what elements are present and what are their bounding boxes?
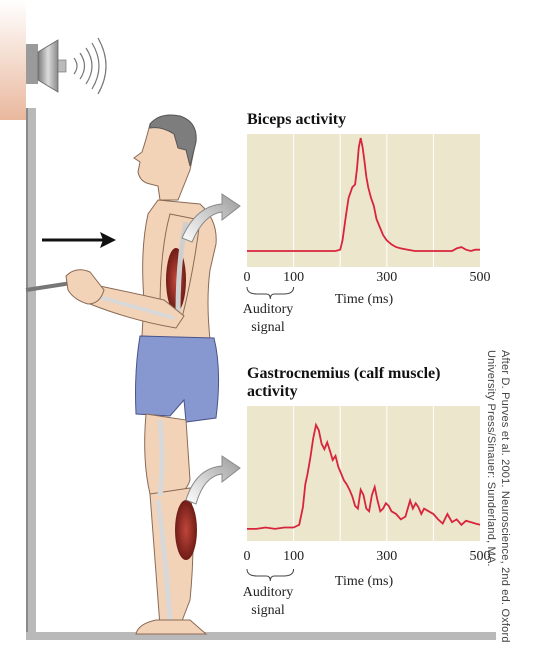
gastrocnemius-plot-title-line1: Gastrocnemius (calf muscle): [247, 365, 440, 382]
figure-credit: After D. Purves et al. 2001. Neuroscienc…: [484, 350, 512, 643]
thigh: [144, 413, 191, 497]
sound-waves-icon: [73, 37, 107, 95]
biceps-x-tick-label: 100: [283, 270, 304, 285]
femur: [157, 419, 165, 497]
biceps-activity-trace: [247, 137, 480, 252]
wall-edge-line: [26, 108, 28, 640]
biceps-x-tick-label: 500: [470, 270, 491, 285]
biceps-x-tick-label: 300: [376, 270, 397, 285]
gastrocnemius-auditory-label-line1: Auditory: [243, 585, 294, 600]
wall: [0, 0, 496, 640]
biceps-auditory-brace: [246, 286, 295, 300]
tibia: [155, 499, 173, 621]
shorts: [135, 335, 220, 423]
biceps-auditory-label-line1: Auditory: [243, 302, 294, 317]
biceps-plot-title: Biceps activity: [247, 111, 346, 128]
wall-upper: [0, 0, 26, 120]
gastrocnemius-plot-background: [247, 406, 480, 541]
foot: [135, 619, 208, 635]
gastrocnemius-plot: Gastrocnemius (calf muscle) activity 0 10…: [243, 365, 491, 618]
hair: [149, 114, 197, 167]
wall-edge: [26, 108, 36, 640]
floor: [26, 632, 496, 640]
biceps-plot-grid: [293, 134, 434, 267]
gastrocnemius-plot-title-line2: activity: [247, 383, 298, 400]
biceps-to-plot-arrow: [181, 193, 241, 243]
biceps-x-axis-title: Time (ms): [335, 292, 394, 307]
calf-muscle: [175, 500, 197, 560]
credit-line-1: After D. Purves et al. 2001. Neuroscienc…: [499, 350, 511, 643]
hand: [65, 269, 105, 305]
gastrocnemius-plot-x-ticks: 0 100 300 500: [244, 549, 491, 564]
biceps-plot: Biceps activity 0 100 300 500 Auditory sign…: [243, 111, 491, 335]
push-arrow-icon: [42, 232, 116, 248]
humerus: [175, 221, 189, 313]
calf-to-plot-arrow: [185, 455, 241, 505]
gastrocnemius-x-tick-label: 0: [244, 549, 251, 564]
speaker-icon: [26, 39, 67, 93]
biceps-auditory-label-line2: signal: [251, 320, 285, 335]
gastrocnemius-auditory-brace: [246, 568, 295, 582]
gastrocnemius-x-tick-label: 500: [470, 549, 491, 564]
gastrocnemius-x-tick-label: 300: [376, 549, 397, 564]
gastrocnemius-activity-trace: [247, 422, 481, 530]
credit-line-2: University Press/Sinauer: Sunderland, MA…: [485, 350, 497, 567]
gastrocnemius-x-axis-title: Time (ms): [335, 574, 394, 589]
forearm-bones: [95, 294, 175, 320]
biceps-plot-x-ticks: 0 100 300 500: [244, 270, 491, 285]
person-figure: [65, 114, 220, 635]
gastrocnemius-x-tick-label: 100: [283, 549, 304, 564]
gastrocnemius-auditory-label-line2: signal: [251, 603, 285, 618]
biceps-x-tick-label: 0: [244, 270, 251, 285]
